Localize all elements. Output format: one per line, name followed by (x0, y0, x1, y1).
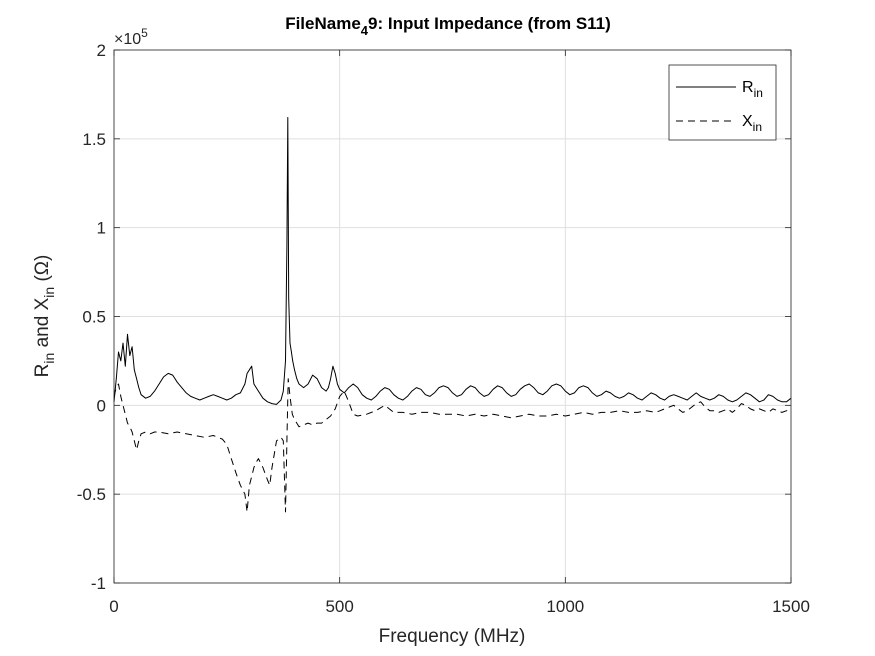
y-axis-label: Rin and Xin (Ω) (32, 255, 57, 378)
series-layer (113, 117, 792, 513)
axis-tick-labels: 0 500 1000 1500 -1 -0.5 0 0.5 1 1.5 2 (77, 41, 810, 616)
series-line-r-in (113, 117, 792, 405)
legend: Rin Xin (668, 64, 777, 141)
x-axis-label: Frequency (MHz) (379, 626, 526, 647)
axis-ticks (113, 49, 792, 584)
x-tick-label: 1000 (546, 597, 584, 616)
y-exponent-label: ×105 (114, 26, 148, 48)
y-tick-label: 2 (97, 41, 106, 60)
x-tick-label: 0 (109, 597, 118, 616)
legend-box (668, 64, 777, 141)
x-tick-label: 500 (325, 597, 353, 616)
y-tick-label: 1 (97, 219, 106, 238)
chart-title: FileName49: Input Impedance (from S11) (285, 14, 611, 38)
y-tick-label: 0.5 (82, 308, 106, 327)
y-tick-label: -1 (91, 574, 106, 593)
x-tick-label: 1500 (772, 597, 810, 616)
y-tick-label: 1.5 (82, 130, 106, 149)
y-tick-label: 0 (97, 396, 106, 415)
series-line-x-in (113, 378, 792, 513)
legend-label-x-in: Xin (742, 113, 762, 134)
legend-label-r-in: Rin (742, 79, 763, 100)
y-tick-label: -0.5 (77, 485, 106, 504)
